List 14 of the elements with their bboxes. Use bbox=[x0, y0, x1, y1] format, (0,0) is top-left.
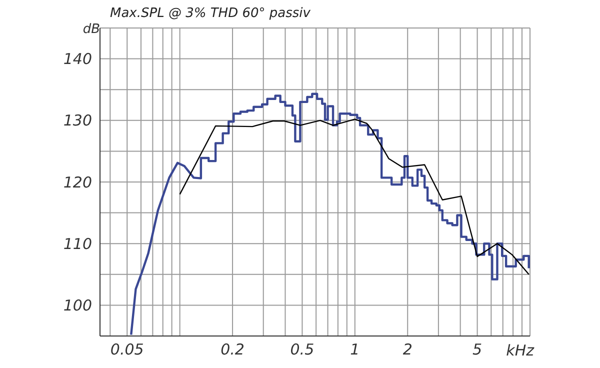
x-tick-label: 1 bbox=[350, 340, 360, 359]
y-tick-label: 140 bbox=[63, 50, 92, 68]
x-tick-label: 5 bbox=[472, 340, 482, 359]
x-axis-title: kHz bbox=[506, 341, 536, 360]
y-tick-label: 110 bbox=[63, 234, 92, 253]
x-tick-label: 2 bbox=[402, 340, 412, 359]
y-tick-label: 130 bbox=[63, 112, 92, 130]
x-tick-label: 0.5 bbox=[290, 340, 314, 359]
x-tick-label: 0.2 bbox=[220, 340, 244, 359]
y-axis-title: dB bbox=[82, 22, 100, 38]
y-tick-label: 100 bbox=[63, 296, 92, 315]
x-tick-label: 0.05 bbox=[110, 340, 144, 359]
chart-title: Max.SPL @ 3% THD 60° passiv bbox=[110, 6, 310, 21]
y-tick-label: 120 bbox=[63, 173, 92, 192]
